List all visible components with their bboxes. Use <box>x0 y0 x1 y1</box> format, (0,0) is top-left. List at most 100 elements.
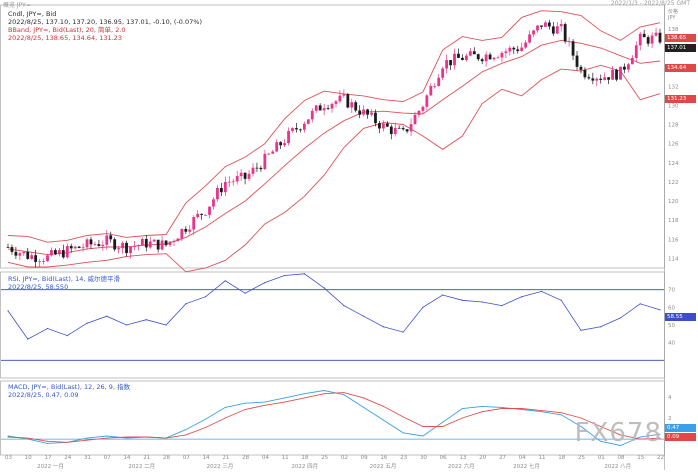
macd-macd-point <box>560 414 562 416</box>
candle-bull <box>464 55 468 60</box>
macd-macd-point <box>323 390 325 392</box>
macd-signal-point <box>501 407 503 409</box>
x-day-tick: 30 <box>420 455 427 461</box>
candle-bear <box>516 49 520 52</box>
x-month-label: 2022 七月 <box>513 462 540 470</box>
candle-bear <box>184 228 188 232</box>
price-y-tick: 126 <box>668 142 679 148</box>
candle-bull <box>204 214 207 216</box>
x-day-tick: 18 <box>301 455 308 461</box>
candle-bull <box>231 181 235 183</box>
candle-bear <box>551 26 555 34</box>
candle-bear <box>374 112 377 124</box>
candle-bull <box>520 47 524 52</box>
macd-signal-point <box>481 411 483 413</box>
x-day-tick: 25 <box>578 455 585 461</box>
candle-bull <box>544 22 547 27</box>
candle-bear <box>480 59 484 62</box>
macd-signal-point <box>27 437 29 439</box>
candle-bull <box>85 239 89 248</box>
candle-bull <box>634 45 638 58</box>
price-y-tick: 114 <box>668 256 679 262</box>
rsi-point <box>343 304 345 307</box>
rsi-point <box>659 309 661 311</box>
candle-bull <box>500 52 504 58</box>
candle-bear <box>587 77 591 79</box>
watermark-logo: FX678 <box>574 418 662 448</box>
candle-bull <box>46 255 49 261</box>
candle-bear <box>97 244 101 247</box>
macd-macd-point <box>639 436 641 438</box>
candle-bear <box>449 60 452 66</box>
candle-bull <box>212 199 215 207</box>
macd-macd-point <box>659 433 661 435</box>
candle-bull <box>117 248 121 250</box>
candle-bull <box>421 106 425 111</box>
macd-macd-point <box>284 397 286 399</box>
candle-bull <box>603 77 607 80</box>
macd-signal-point <box>619 434 621 436</box>
candle-bull <box>492 57 496 60</box>
macd-macd-point <box>382 419 384 421</box>
x-day-tick: 18 <box>558 455 565 461</box>
macd-signal-point <box>442 425 444 427</box>
candle-bull <box>314 105 318 111</box>
candle-bear <box>77 246 81 248</box>
x-day-tick: 04 <box>262 455 269 461</box>
candle-bull <box>370 112 373 115</box>
candle-bear <box>69 246 73 249</box>
candle-bull <box>168 241 172 246</box>
price-legend-title: Cndl, JPY=, Bid <box>8 10 57 18</box>
candle-bull <box>227 181 231 183</box>
bband-upper-line <box>7 10 661 243</box>
candle-bull <box>524 42 528 48</box>
candle-bull <box>362 109 366 115</box>
candle-bear <box>658 32 662 43</box>
macd-signal-point <box>382 405 384 407</box>
macd-macd-point <box>521 409 523 411</box>
candle-bull <box>595 78 599 81</box>
price-panel-frame <box>0 4 665 269</box>
price-y-tick: 128 <box>668 123 679 129</box>
rsi-point <box>303 273 305 275</box>
macd-macd-point <box>402 432 404 434</box>
x-day-tick: 08 <box>617 455 624 461</box>
candle-bull <box>650 35 654 44</box>
candle-bull <box>302 123 306 130</box>
macd-macd-point <box>442 421 444 423</box>
rsi-point <box>402 331 404 333</box>
macd-signal-point <box>580 417 582 419</box>
rsi-y-tick: 50 <box>668 323 675 329</box>
candle-bear <box>14 251 18 256</box>
macd-signal-point <box>7 436 9 438</box>
candle-bull <box>129 246 132 254</box>
macd-signal-point <box>343 392 345 394</box>
rsi-point <box>185 303 187 305</box>
candle-bull <box>18 253 22 256</box>
macd-macd-point <box>422 435 424 437</box>
macd-signal-point <box>47 440 49 442</box>
candle-bear <box>243 172 247 179</box>
x-month-label: 2022 三月 <box>207 463 234 470</box>
macd-macd-point <box>303 393 305 395</box>
macd-signal-point <box>205 427 207 429</box>
candle-bear <box>599 78 603 80</box>
macd-macd-point <box>224 406 226 408</box>
macd-legend-title: MACD, JPY=, Bid(Last), 12, 26, 9, 指数 <box>8 383 131 391</box>
candle-bull <box>223 181 227 193</box>
candle-bear <box>156 239 160 250</box>
candle-bull <box>176 238 180 242</box>
candle-bull <box>334 101 338 104</box>
candle-bear <box>607 77 611 80</box>
macd-macd-line <box>7 390 661 446</box>
macd-signal-point <box>244 409 246 411</box>
rsi-point <box>264 282 266 284</box>
candle-bear <box>219 187 223 193</box>
candle-bull <box>65 246 69 258</box>
candle-bull <box>291 128 294 131</box>
candle-bull <box>536 25 539 31</box>
rsi-legend-title: RSI, JPY=, Bid(Last), 14, 威尔德平滑 <box>8 275 120 283</box>
macd-macd-point <box>106 435 108 437</box>
macd-macd-point <box>7 435 9 437</box>
